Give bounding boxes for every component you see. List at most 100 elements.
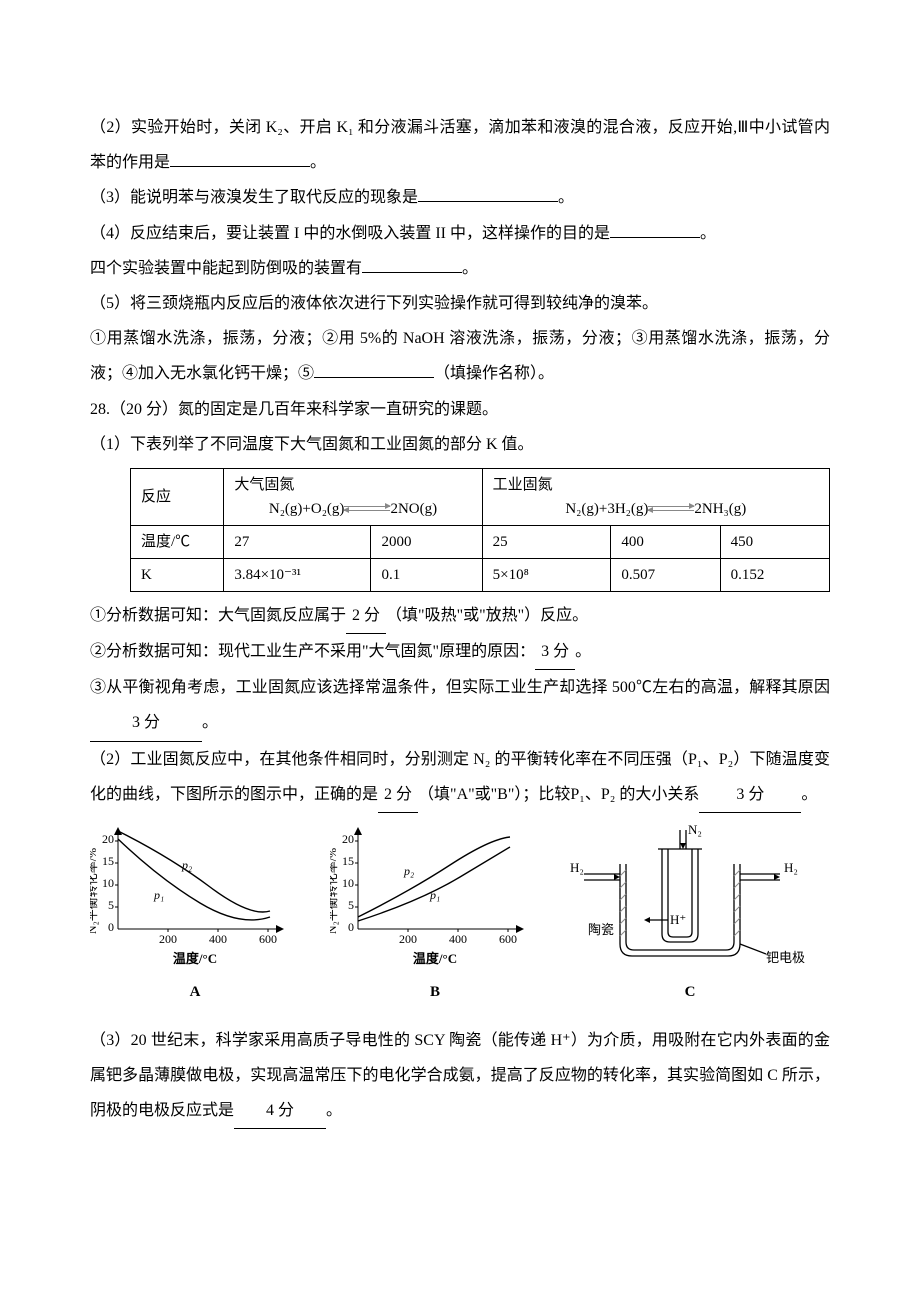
eq-left2: N₂(g)+3H₂(g) xyxy=(565,501,648,517)
svg-text:10: 10 xyxy=(342,876,354,890)
para-q5-steps: ①用蒸馏水洗涤，振荡，分液；②用 5%的 NaOH 溶液洗涤，振荡，分液；③用蒸… xyxy=(90,321,830,391)
cell: 27 xyxy=(224,525,371,558)
q4b-text: 四个实验装置中能起到防倒吸的装置有 xyxy=(90,260,362,277)
para-q28-3: （3）20 世纪末，科学家采用高质子导电性的 SCY 陶瓷（能传递 H⁺）为介质… xyxy=(90,1023,830,1130)
para-q28-1: （1）下表列举了不同温度下大气固氮和工业固氮的部分 K 值。 xyxy=(90,427,830,462)
blank-filled-3pt[interactable]: 3 分 xyxy=(535,634,575,670)
t: ①分析数据可知：大气固氮反应属于 xyxy=(90,607,346,624)
svg-text:400: 400 xyxy=(209,932,227,946)
svg-text:p₂: p₂ xyxy=(403,864,414,878)
para-q28-head: 28.（20 分）氮的固定是几百年来科学家一直研究的课题。 xyxy=(90,392,830,427)
svg-text:600: 600 xyxy=(499,932,517,946)
cell: 温度/℃ xyxy=(131,525,224,558)
cell-ind: 工业固氮 N₂(g)+3H₂(g) 2NH₃(g) xyxy=(482,468,829,525)
period: 。 xyxy=(310,154,326,171)
label-h2r: H₂ xyxy=(784,860,798,875)
blank-filled-4pt[interactable]: 4 分 xyxy=(234,1093,326,1129)
para-q28-1-1: ①分析数据可知：大气固氮反应属于2 分（填"吸热"或"放热"）反应。 xyxy=(90,598,830,634)
figure-b: 0 5 10 15 20 200 400 600 xyxy=(330,821,540,1009)
cell: 0.152 xyxy=(720,558,829,591)
q3-text: （3）能说明苯与液溴发生了取代反应的现象是 xyxy=(90,189,418,206)
equilibrium-arrow-icon xyxy=(344,504,390,514)
para-q28-1-3: ③从平衡视角考虑，工业固氮应该选择常温条件，但实际工业生产却选择 500℃左右的… xyxy=(90,670,830,741)
q28-1: （1）下表列举了不同温度下大气固氮和工业固氮的部分 K 值。 xyxy=(90,436,534,453)
table-row: K 3.84×10⁻³¹ 0.1 5×10⁸ 0.507 0.152 xyxy=(131,558,830,591)
t: （3）20 世纪末，科学家采用高质子导电性的 SCY 陶瓷（能传递 H⁺）为介质… xyxy=(90,1032,830,1119)
q5c-text: （填操作名称）。 xyxy=(434,365,554,382)
blank-q3[interactable] xyxy=(418,185,558,202)
caption-c: C xyxy=(570,976,810,1009)
figure-row: 0 5 10 15 20 200 400 600 xyxy=(90,821,830,1009)
svg-text:10: 10 xyxy=(102,876,114,890)
cell: K xyxy=(131,558,224,591)
equilibrium-arrow-icon xyxy=(648,504,694,514)
blank-filled-2pt[interactable]: 2 分 xyxy=(378,777,418,813)
t2: （填"A"或"B"）；比较P₁、P₂ 的大小关系 xyxy=(418,786,699,803)
q5-text: （5）将三颈烧瓶内反应后的液体依次进行下列实验操作就可得到较纯净的溴苯。 xyxy=(90,295,658,312)
blank-filled-2pt[interactable]: 2 分 xyxy=(346,598,386,634)
cell: 25 xyxy=(482,525,611,558)
label-ceramic: 陶瓷 xyxy=(588,922,614,937)
cell: 0.507 xyxy=(611,558,720,591)
ind-eq: N₂(g)+3H₂(g) 2NH₃(g) xyxy=(493,497,819,521)
svg-text:15: 15 xyxy=(102,854,114,868)
diagram-c-svg: N₂ H₂ H₂ 陶瓷 H⁺ 钯电极 xyxy=(570,824,810,974)
figure-a: 0 5 10 15 20 200 400 600 xyxy=(90,821,300,1009)
table-row: 反应 大气固氮 N₂(g)+O₂(g)2NO(g) 工业固氮 N₂(g)+3H₂… xyxy=(131,468,830,525)
para-q4: （4）反应结束后，要让装置 I 中的水倒吸入装置 II 中，这样操作的目的是。 xyxy=(90,216,830,251)
svg-text:600: 600 xyxy=(259,932,277,946)
t2: （填"吸热"或"放热"）反应。 xyxy=(386,607,588,624)
period: 。 xyxy=(575,643,591,660)
svg-text:5: 5 xyxy=(348,898,354,912)
cell-atm: 大气固氮 N₂(g)+O₂(g)2NO(g) xyxy=(224,468,482,525)
svg-text:20: 20 xyxy=(102,832,114,846)
blank-q5[interactable] xyxy=(314,361,434,378)
cell: 2000 xyxy=(371,525,482,558)
table-row: 温度/℃ 27 2000 25 400 450 xyxy=(131,525,830,558)
para-q2: （2）实验开始时，关闭 K₂、开启 K₁ 和分液漏斗活塞，滴加苯和液溴的混合液，… xyxy=(90,110,830,180)
para-q28-1-2: ②分析数据可知：现代工业生产不采用"大气固氮"原理的原因：3 分。 xyxy=(90,634,830,670)
chart-b-svg: 0 5 10 15 20 200 400 600 xyxy=(330,821,540,951)
ind-title: 工业固氮 xyxy=(493,473,819,497)
label-h2l: H₂ xyxy=(570,860,584,875)
svg-text:200: 200 xyxy=(159,932,177,946)
svg-text:15: 15 xyxy=(342,854,354,868)
cell: 0.1 xyxy=(371,558,482,591)
eq-right2: 2NH₃(g) xyxy=(694,501,746,517)
period: 。 xyxy=(801,786,817,803)
period: 。 xyxy=(462,260,478,277)
q28-head: 28.（20 分）氮的固定是几百年来科学家一直研究的课题。 xyxy=(90,401,498,418)
blank-q4a[interactable] xyxy=(610,221,700,238)
xlabel-a: 温度/°C xyxy=(90,945,300,974)
svg-text:p₁: p₁ xyxy=(153,888,164,902)
blank-q2[interactable] xyxy=(170,150,310,167)
label-n2: N₂ xyxy=(688,824,702,837)
svg-text:p₁: p₁ xyxy=(429,888,440,902)
atm-eq: N₂(g)+O₂(g)2NO(g) xyxy=(234,497,471,521)
cell: 3.84×10⁻³¹ xyxy=(224,558,371,591)
label-hplus: H⁺ xyxy=(670,912,686,927)
para-q4b: 四个实验装置中能起到防倒吸的装置有 。 xyxy=(90,251,830,286)
period: 。 xyxy=(202,714,218,731)
cell: 400 xyxy=(611,525,720,558)
svg-text:200: 200 xyxy=(399,932,417,946)
caption-a: A xyxy=(90,976,300,1009)
blank-q4b[interactable] xyxy=(362,256,462,273)
q4a-text: （4）反应结束后，要让装置 I 中的水倒吸入装置 II 中，这样操作的目的是 xyxy=(90,225,610,242)
label-elec: 钯电极 xyxy=(766,950,805,965)
svg-text:20: 20 xyxy=(342,832,354,846)
blank-filled-3pt[interactable]: 3 分 xyxy=(90,705,202,741)
chart-a-svg: 0 5 10 15 20 200 400 600 xyxy=(90,821,300,951)
t: ②分析数据可知：现代工业生产不采用"大气固氮"原理的原因： xyxy=(90,643,535,660)
para-q5: （5）将三颈烧瓶内反应后的液体依次进行下列实验操作就可得到较纯净的溴苯。 xyxy=(90,286,830,321)
k-table: 反应 大气固氮 N₂(g)+O₂(g)2NO(g) 工业固氮 N₂(g)+3H₂… xyxy=(130,468,830,592)
svg-text:5: 5 xyxy=(108,898,114,912)
cell: 450 xyxy=(720,525,829,558)
blank-filled-3pt[interactable]: 3 分 xyxy=(699,777,801,813)
caption-b: B xyxy=(330,976,540,1009)
svg-text:p₂: p₂ xyxy=(181,858,192,872)
para-q28-2: （2）工业固氮反应中，在其他条件相同时，分别测定 N₂ 的平衡转化率在不同压强（… xyxy=(90,742,830,813)
period: 。 xyxy=(558,189,574,206)
t: ③从平衡视角考虑，工业固氮应该选择常温条件，但实际工业生产却选择 500℃左右的… xyxy=(90,679,830,696)
atm-title: 大气固氮 xyxy=(234,473,471,497)
